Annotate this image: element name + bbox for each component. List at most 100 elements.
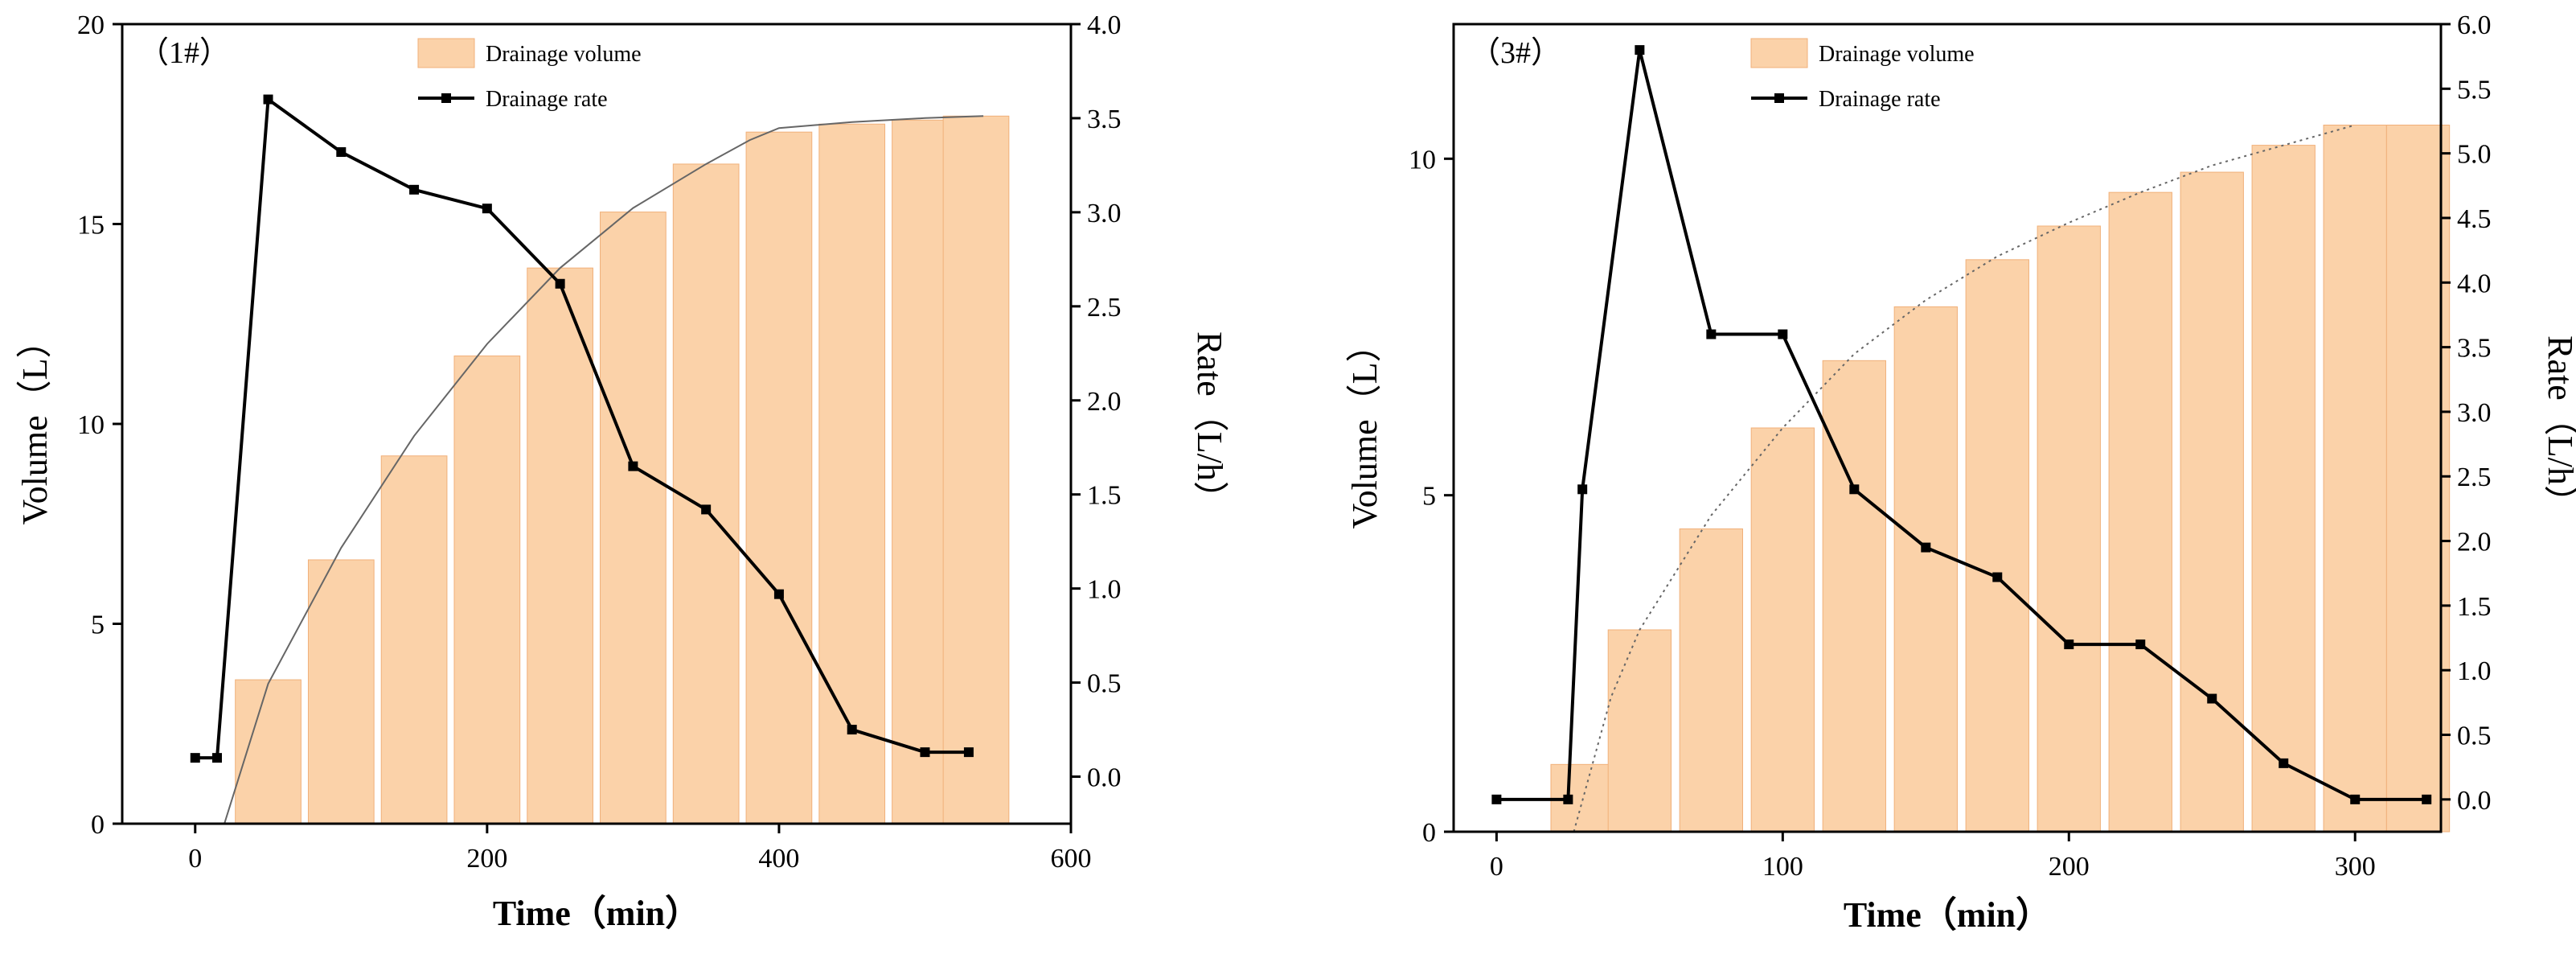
x-tick-label: 200 <box>466 844 507 874</box>
volume-fit-curve <box>1573 124 2356 833</box>
rate-point <box>2350 794 2361 804</box>
legend: Drainage volume Drainage rate <box>417 38 642 112</box>
chart-panel-3: 0 100 200 300 0 5 10 0.0 0.5 1.0 1.5 2.0 2.5 3.0 3.5 4.… <box>1345 10 2576 935</box>
y-right-tick-label: 4.0 <box>1087 10 1122 40</box>
volume-bar <box>380 455 448 824</box>
rate-point <box>2279 758 2289 768</box>
x-axis-label: Time（min） <box>493 894 700 933</box>
rate-point <box>1778 329 1788 339</box>
volume-bar <box>745 131 813 824</box>
y-left-tick-label: 20 <box>77 10 105 40</box>
volume-bar <box>2251 145 2316 833</box>
volume-bar <box>235 679 301 824</box>
y-left-axis-label: Volume（L） <box>15 323 55 525</box>
y-left-tick-label: 5 <box>91 611 105 640</box>
y-right-tick-label: 1.5 <box>2457 592 2492 622</box>
rate-point <box>555 278 565 289</box>
y-right-tick-label: 3.0 <box>1087 199 1122 228</box>
y-right-tick-label: 2.5 <box>1087 293 1122 323</box>
rate-point <box>701 504 712 515</box>
legend-rate-marker <box>1774 93 1784 103</box>
y-right-axis-label: Rate（L/h） <box>2541 335 2576 520</box>
x-tick-label: 200 <box>2049 852 2090 882</box>
volume-bar <box>2108 191 2172 833</box>
y-left-tick-label: 10 <box>77 410 105 440</box>
y-right-tick-label: 3.5 <box>1087 105 1122 134</box>
rate-point <box>1921 542 1931 553</box>
y-right-tick-label: 2.0 <box>1087 387 1122 417</box>
y-right-tick-label: 1.0 <box>1087 575 1122 605</box>
legend-volume-label: Drainage volume <box>1819 42 1975 67</box>
y-left-tick-label: 5 <box>1422 482 1436 512</box>
volume-bar <box>1965 259 2029 833</box>
rate-point <box>963 747 974 758</box>
volume-bar <box>672 163 740 824</box>
y-right-tick-label: 2.0 <box>2457 528 2492 557</box>
rate-point <box>847 725 857 735</box>
volume-bar <box>600 212 667 824</box>
y-left-tick-label: 15 <box>77 211 105 241</box>
volume-bar <box>2385 125 2451 833</box>
y-left-tick-label: 0 <box>1422 818 1436 848</box>
y-right-tick-label: 0.0 <box>1087 763 1122 793</box>
volume-bar <box>2323 125 2387 833</box>
legend-rate-label: Drainage rate <box>486 87 608 112</box>
volume-bar <box>1893 306 1958 833</box>
y-right-tick-label: 1.0 <box>2457 656 2492 686</box>
volume-fit-curve <box>224 115 984 824</box>
rate-point <box>1491 794 1502 804</box>
y-right-axis-label: Rate（L/h） <box>1190 331 1229 516</box>
volume-bar <box>453 356 521 824</box>
rate-point <box>2422 794 2432 804</box>
y-right-tick-label: 6.0 <box>2457 10 2492 40</box>
panel-label: （1#） <box>138 36 230 70</box>
y-right-tick-label: 3.5 <box>2457 334 2492 364</box>
y-right-tick-label: 0.5 <box>2457 722 2492 751</box>
y-right-tick-label: 4.5 <box>2457 204 2492 234</box>
y-right-tick-label: 4.0 <box>2457 269 2492 298</box>
volume-bar <box>2180 171 2244 833</box>
rate-point <box>1992 572 2003 582</box>
y-left-axis-label: Volume（L） <box>1345 327 1384 529</box>
rate-point <box>2064 639 2074 650</box>
rate-point <box>1706 329 1717 339</box>
rate-point <box>773 589 784 599</box>
rate-point <box>1577 484 1588 495</box>
volume-bar <box>1679 528 1744 833</box>
y-left-tick-label: 10 <box>1409 145 1436 175</box>
volume-bar <box>2037 225 2101 833</box>
y-right-tick-label: 0.0 <box>2457 786 2492 816</box>
x-tick-label: 0 <box>1490 852 1503 882</box>
volume-bar <box>942 115 1010 824</box>
rate-point <box>212 753 222 763</box>
rate-point <box>2135 639 2146 650</box>
rate-point <box>628 461 638 471</box>
y-left-tick-label: 0 <box>91 810 105 840</box>
x-tick-label: 0 <box>188 844 202 874</box>
volume-bar <box>307 559 375 824</box>
volume-bar <box>1750 427 1815 833</box>
rate-point <box>1849 484 1860 495</box>
volume-bar <box>527 267 593 824</box>
legend-rate-marker <box>441 93 451 103</box>
x-tick-label: 400 <box>758 844 799 874</box>
panel-label: （3#） <box>1470 36 1561 70</box>
x-tick-label: 600 <box>1051 844 1092 874</box>
legend-volume-swatch <box>417 38 475 68</box>
rate-point <box>409 184 420 195</box>
rate-point <box>1563 794 1573 804</box>
rate-point <box>920 747 930 758</box>
rate-point <box>2207 693 2217 704</box>
volume-bar <box>818 123 886 824</box>
rate-point <box>190 753 200 763</box>
y-right-tick-label: 5.5 <box>2457 75 2492 105</box>
rate-point <box>1635 45 1645 56</box>
y-right-tick-label: 3.0 <box>2457 398 2492 428</box>
volume-bar <box>1822 360 1886 833</box>
y-right-tick-label: 0.5 <box>1087 669 1122 699</box>
y-right-tick-label: 5.0 <box>2457 140 2492 170</box>
plot-frame <box>1452 23 2443 833</box>
y-right-tick-label: 2.5 <box>2457 463 2492 492</box>
legend-rate-label: Drainage rate <box>1819 87 1941 112</box>
rate-point <box>263 94 273 105</box>
